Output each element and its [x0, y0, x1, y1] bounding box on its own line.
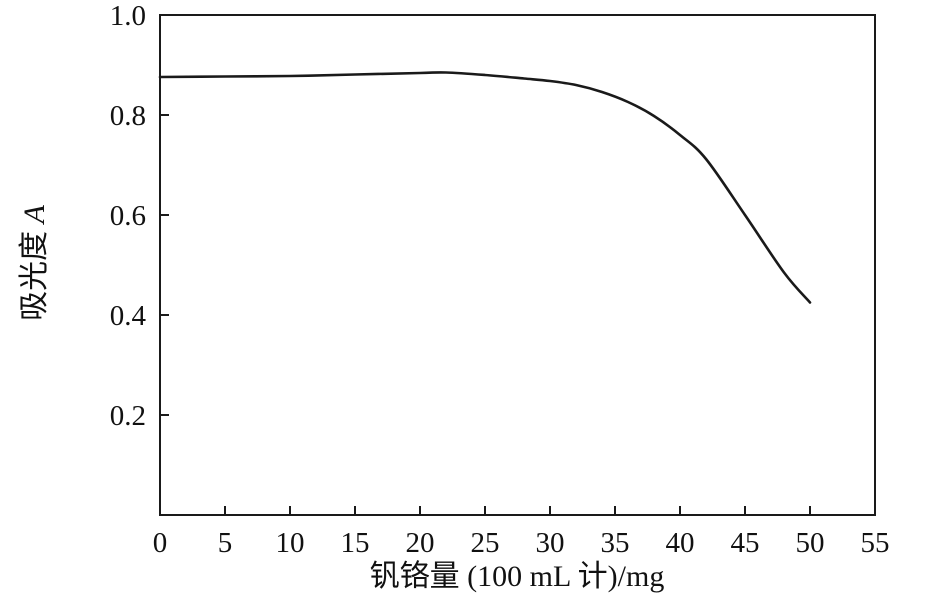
y-axis-label-variable: A: [18, 204, 51, 225]
x-tick-label: 35: [601, 527, 630, 559]
y-tick-label: 0.2: [110, 400, 146, 432]
x-tick-label: 25: [471, 527, 500, 559]
y-tick-label: 0.6: [110, 200, 146, 232]
y-tick-label: 0.8: [110, 100, 146, 132]
y-axis-label-text: 吸光度: [18, 223, 51, 321]
x-tick-label: 30: [536, 527, 565, 559]
x-tick-label: 40: [666, 527, 695, 559]
plot-frame: [159, 14, 876, 516]
x-tick-label: 45: [731, 527, 760, 559]
x-axis-label: 钒铬量 (100 mL 计)/mg: [370, 560, 665, 593]
tick-labels: 0 5 10 15 20 25 30 35 40 45 50 55 0.2 0.4 0.6 0.8 1.0: [110, 0, 890, 559]
x-tick-label: 10: [276, 527, 305, 559]
y-axis-label: 吸光度 A: [18, 204, 51, 321]
data-series: [158, 71, 812, 304]
x-tick-label: 20: [406, 527, 435, 559]
x-tick-label: 15: [341, 527, 370, 559]
x-tick-label: 55: [861, 527, 890, 559]
x-tick-label: 50: [796, 527, 825, 559]
y-tick-label: 1.0: [110, 0, 146, 32]
x-tick-label: 0: [153, 527, 168, 559]
x-tick-label: 5: [218, 527, 233, 559]
y-tick-label: 0.4: [110, 300, 147, 332]
tick-marks: [159, 14, 876, 515]
series-line-absorbance: [158, 71, 812, 304]
